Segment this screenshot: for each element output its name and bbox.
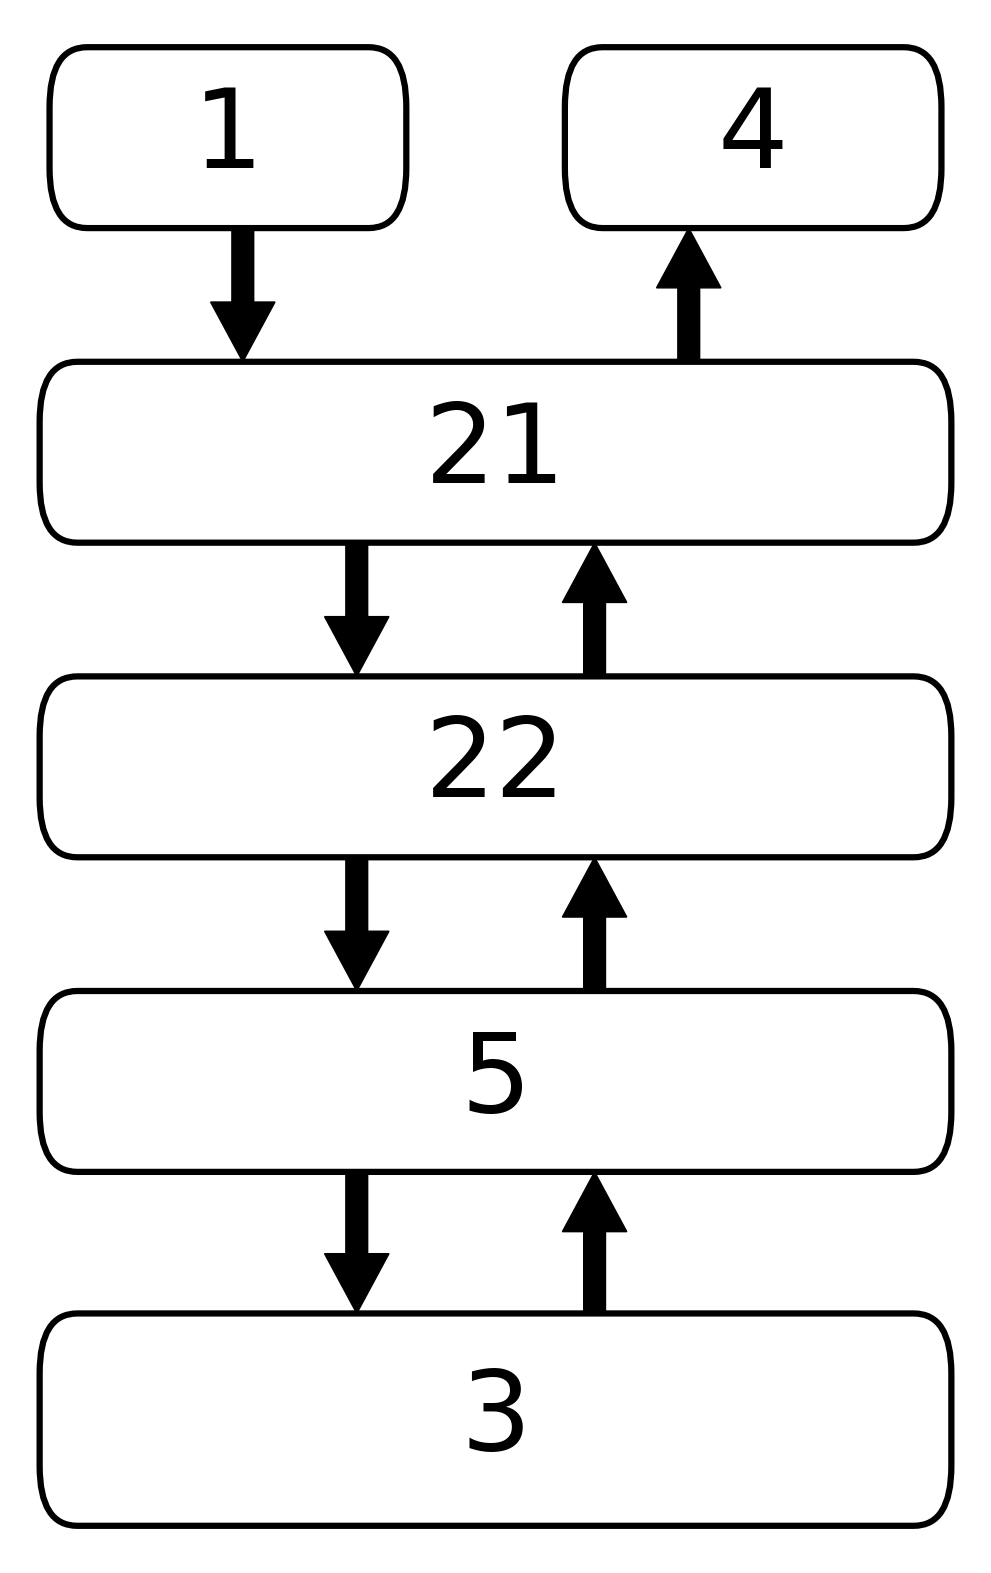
Text: 21: 21	[425, 398, 566, 507]
FancyArrow shape	[210, 228, 275, 362]
FancyArrow shape	[325, 543, 388, 676]
FancyArrow shape	[563, 1172, 627, 1313]
FancyBboxPatch shape	[40, 991, 951, 1172]
FancyBboxPatch shape	[565, 47, 941, 228]
Text: 5: 5	[460, 1027, 531, 1136]
FancyBboxPatch shape	[40, 1313, 951, 1526]
Text: 22: 22	[425, 713, 566, 821]
Text: 3: 3	[460, 1365, 531, 1474]
FancyArrow shape	[563, 543, 627, 676]
FancyBboxPatch shape	[40, 676, 951, 857]
FancyArrow shape	[325, 1172, 388, 1313]
FancyBboxPatch shape	[50, 47, 406, 228]
FancyArrow shape	[325, 857, 388, 991]
FancyArrow shape	[656, 228, 720, 362]
Text: 1: 1	[192, 83, 264, 192]
Text: 4: 4	[717, 83, 789, 192]
FancyBboxPatch shape	[40, 362, 951, 543]
FancyArrow shape	[563, 857, 627, 991]
